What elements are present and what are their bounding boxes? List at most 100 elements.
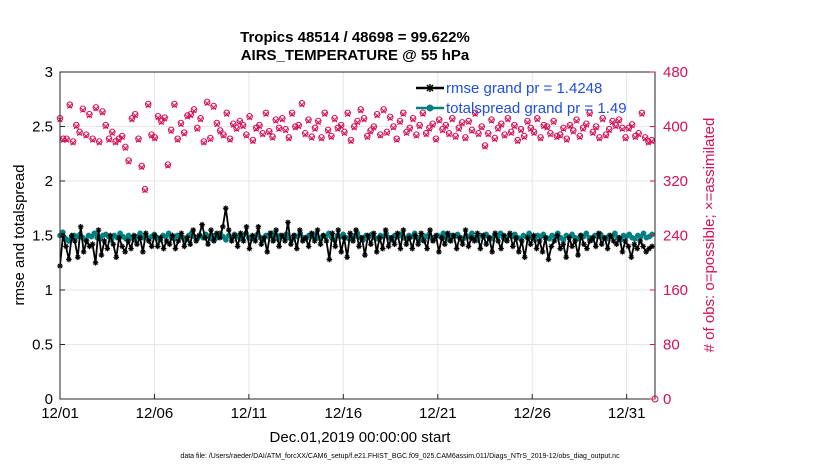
obs-possible-point bbox=[465, 117, 472, 125]
obs-possible-point bbox=[236, 117, 244, 125]
obs-assimilated-point bbox=[577, 134, 583, 141]
obs-possible-point bbox=[592, 123, 600, 130]
rmse-point bbox=[391, 241, 398, 248]
obs-possible-point bbox=[239, 121, 247, 129]
obs-possible-point bbox=[223, 109, 231, 117]
obs-assimilated-point bbox=[341, 130, 348, 137]
rmse-point bbox=[63, 243, 69, 250]
rmse-point bbox=[234, 243, 241, 250]
rmse-point bbox=[107, 232, 114, 239]
obs-possible-point bbox=[200, 138, 208, 145]
obs-possible-point bbox=[102, 121, 110, 129]
obs-possible-point bbox=[331, 115, 338, 122]
totalspread-point bbox=[612, 230, 618, 237]
obs-assimilated-point bbox=[550, 119, 557, 126]
obs-assimilated-point bbox=[599, 116, 606, 123]
obs-possible-point bbox=[164, 161, 172, 168]
obs-possible-point bbox=[229, 120, 237, 128]
rmse-point bbox=[187, 241, 194, 248]
rmse-point bbox=[548, 243, 555, 250]
rmse-point bbox=[533, 245, 540, 252]
obs-possible-point bbox=[109, 128, 116, 136]
obs-assimilated-point bbox=[354, 119, 361, 126]
obs-possible-point bbox=[203, 98, 211, 106]
obs-assimilated-point bbox=[80, 107, 86, 113]
obs-assimilated-point bbox=[619, 126, 626, 132]
rmse-point bbox=[338, 249, 345, 255]
rmse-point bbox=[181, 243, 188, 250]
obs-possible-point bbox=[295, 121, 302, 129]
rmse-point bbox=[110, 241, 117, 248]
rmse-point bbox=[598, 241, 605, 248]
obs-possible-point bbox=[99, 108, 106, 115]
obs-possible-point bbox=[435, 116, 443, 123]
rmse-point bbox=[492, 230, 498, 237]
rmse-point bbox=[447, 238, 454, 244]
obs-assimilated-point bbox=[279, 116, 286, 123]
obs-assimilated-point bbox=[73, 123, 80, 130]
rmse-point bbox=[302, 234, 309, 241]
rmse-point bbox=[376, 234, 383, 241]
obs-assimilated-point bbox=[596, 136, 603, 142]
obs-possible-point bbox=[233, 124, 240, 132]
obs-possible-point bbox=[507, 128, 515, 136]
obs-possible-point bbox=[520, 132, 528, 140]
obs-possible-point bbox=[399, 109, 407, 117]
rmse-point bbox=[101, 238, 108, 244]
obs-possible-point bbox=[89, 135, 96, 143]
rmse-point bbox=[317, 241, 324, 248]
obs-assimilated-point bbox=[488, 118, 495, 124]
obs-assimilated-point bbox=[554, 134, 560, 141]
obs-assimilated-point bbox=[259, 131, 266, 138]
rmse-point bbox=[326, 256, 333, 263]
obs-assimilated-point bbox=[142, 187, 148, 194]
obs-possible-point bbox=[177, 119, 185, 127]
legend: rmse grand pr = 1.4248 totalspread grand… bbox=[416, 80, 627, 117]
obs-possible-point bbox=[514, 136, 521, 144]
obs-possible-point bbox=[370, 123, 378, 130]
rmse-point bbox=[282, 238, 288, 244]
legend-rmse-label: rmse grand pr = 1.4248 bbox=[446, 80, 602, 97]
totalspread-point bbox=[223, 237, 229, 243]
obs-assimilated-point bbox=[331, 116, 338, 123]
obs-possible-point bbox=[63, 135, 70, 143]
rmse-point bbox=[252, 238, 259, 244]
rmse-point bbox=[513, 234, 519, 241]
obs-possible-point bbox=[66, 101, 74, 108]
rmse-point bbox=[400, 227, 407, 233]
obs-assimilated-point bbox=[122, 145, 129, 152]
obs-possible-point bbox=[341, 128, 348, 136]
obs-assimilated-point bbox=[181, 131, 187, 137]
totalspread-point bbox=[165, 230, 172, 237]
obs-assimilated-point bbox=[125, 159, 132, 165]
rmse-point bbox=[504, 238, 510, 244]
obs-assimilated-point bbox=[70, 140, 76, 146]
rmse-point bbox=[356, 243, 362, 250]
rmse-point bbox=[439, 234, 445, 241]
rmse-point bbox=[436, 249, 442, 255]
axis-ticks: 12/01 12/06 12/11 12/16 12/21 12/26 12/31 0 0.5 1… bbox=[32, 64, 688, 422]
rmse-point bbox=[240, 238, 247, 244]
rmse-point bbox=[581, 241, 587, 248]
rmse-point bbox=[80, 249, 87, 255]
obs-assimilated-point bbox=[106, 137, 112, 143]
obs-assimilated-point bbox=[541, 123, 547, 130]
obs-assimilated-point bbox=[501, 133, 508, 139]
rmse-point bbox=[442, 241, 448, 248]
obs-possible-point bbox=[619, 124, 626, 132]
rmse-point bbox=[486, 234, 493, 241]
obs-assimilated-point bbox=[420, 111, 426, 117]
obs-assimilated-point bbox=[390, 125, 397, 131]
obs-assimilated-point bbox=[145, 102, 152, 109]
rmse-point bbox=[563, 254, 569, 261]
rmse-point bbox=[143, 230, 149, 237]
obs-possible-point bbox=[207, 134, 214, 142]
obs-assimilated-point bbox=[534, 116, 541, 123]
obs-possible-point bbox=[452, 132, 459, 140]
y-right-tick-label: 160 bbox=[663, 282, 688, 299]
rmse-point bbox=[622, 238, 629, 244]
obs-assimilated-point bbox=[184, 114, 191, 120]
obs-possible-point bbox=[409, 115, 417, 122]
rmse-point bbox=[273, 227, 279, 233]
